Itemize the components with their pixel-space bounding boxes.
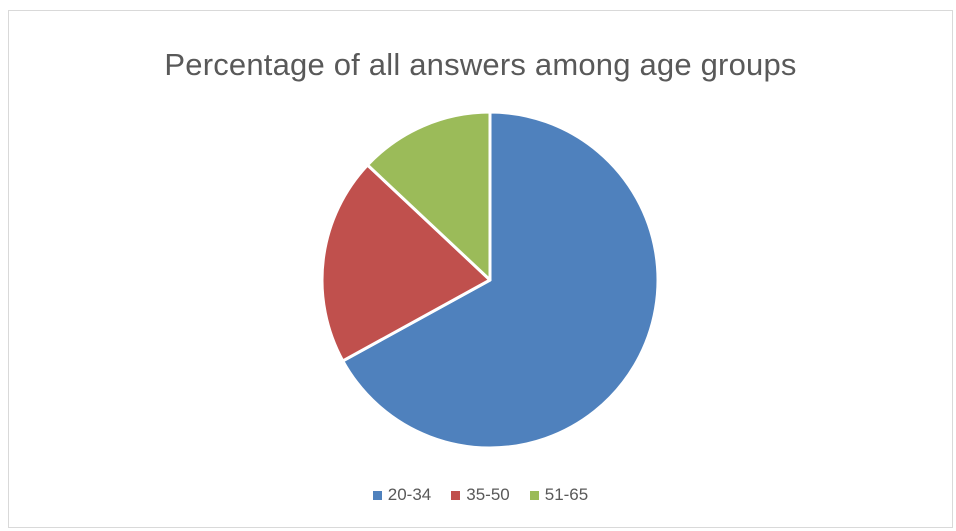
chart-frame: Percentage of all answers among age grou… — [8, 10, 953, 528]
legend-swatch-51-65 — [529, 490, 539, 500]
pie-slice-20-34 — [341, 110, 660, 450]
legend-item-51-65: 51-65 — [529, 485, 589, 505]
chart-title: Percentage of all answers among age grou… — [164, 47, 797, 82]
legend-item-35-50: 35-50 — [451, 485, 510, 505]
legend-swatch-20-34 — [372, 490, 382, 500]
legend-item-20-34: 20-34 — [372, 485, 432, 505]
legend-label-35-50: 35-50 — [466, 485, 510, 504]
pie-slice-51-65 — [366, 110, 492, 282]
pie-slice-35-50 — [320, 163, 492, 363]
legend-label-20-34: 20-34 — [387, 485, 432, 504]
pie-chart — [320, 110, 660, 450]
legend-swatch-35-50 — [451, 490, 461, 500]
chart-legend: 20-34 35-50 51-65 — [9, 485, 952, 505]
legend-label-51-65: 51-65 — [544, 485, 589, 504]
